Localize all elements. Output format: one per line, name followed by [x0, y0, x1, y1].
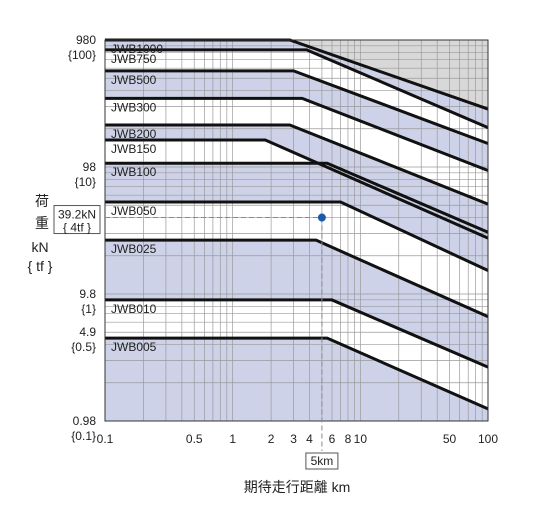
x-tick-label: 2: [268, 432, 275, 446]
x-tick-label: 0.5: [186, 432, 203, 446]
series-line-jwb150: [105, 138, 489, 240]
series-line-jwb300: [105, 96, 489, 172]
y-tick-sub-label: {100}: [68, 48, 96, 62]
y-tick-label: 4.9: [79, 325, 96, 339]
series-label-jwb200: JWB200: [111, 127, 157, 141]
series-label-jwb150: JWB150: [111, 142, 157, 156]
x-tick-labels: 0.1 0.5 1 2 3 4 6 8 10 50 100: [97, 432, 499, 446]
y-axis-label-char-2: 重: [35, 215, 49, 231]
y-axis-label-char-1: 荷: [35, 193, 49, 209]
plot-frame: [104, 39, 489, 422]
band-jwb005: [105, 338, 488, 421]
x-tick-label: 4: [306, 432, 313, 446]
band-jwb025: [105, 240, 488, 368]
x-tick-label: 8: [345, 432, 352, 446]
series-label-jwb300: JWB300: [111, 100, 157, 114]
x-tick-label: 3: [290, 432, 297, 446]
annotation-point: [317, 213, 326, 222]
y-tick-sub-label: {10}: [75, 175, 96, 189]
top-region: [105, 40, 488, 110]
y-tick-sub-label: {0.5}: [71, 340, 96, 354]
x-axis-label: 期待走行距離 km: [244, 479, 351, 495]
y-tick-label: 0.98: [73, 414, 97, 428]
y-tick-label: 98: [83, 160, 97, 174]
series-line-jwb100: [105, 161, 489, 234]
frame-rect: [104, 39, 489, 422]
x-tick-label: 100: [478, 432, 498, 446]
x-tick-label: 6: [329, 432, 336, 446]
series-label-jwb050: JWB050: [111, 204, 157, 218]
series-label-jwb010: JWB010: [111, 302, 157, 316]
y-tick-label: 9.8: [79, 287, 96, 301]
annotation-x-label: 5km: [311, 454, 334, 468]
series-label-jwb500: JWB500: [111, 73, 157, 87]
y-axis-unit-1: kN: [31, 239, 48, 255]
x-tick-label: 1: [229, 432, 236, 446]
annotation: 39.2kN{ 4tf } 5km: [53, 205, 339, 470]
band-jwb500: [105, 70, 488, 171]
annotation-x-box: [305, 452, 339, 470]
x-tick-label: 0.1: [97, 432, 114, 446]
series-lines: [105, 38, 489, 411]
y-tick-labels: 980{100} 98{10} 9.8{1} 4.9{0.5} 0.98{0.1}: [68, 33, 96, 443]
x-tick-label: 10: [354, 432, 368, 446]
annotation-y-label: 39.2kN: [58, 208, 96, 222]
series-label-jwb025: JWB025: [111, 242, 157, 256]
series-line-jwb005: [105, 336, 489, 411]
series-line-jwb500: [105, 69, 489, 145]
annotation-y-sub-label: { 4tf }: [63, 221, 91, 235]
series-line-jwb025: [105, 238, 489, 319]
band-jwb100: [105, 163, 488, 271]
y-tick-sub-label: {0.1}: [71, 429, 96, 443]
y-tick-label: 980: [76, 33, 96, 47]
x-tick-label: 50: [443, 432, 457, 446]
y-tick-sub-label: {1}: [81, 302, 96, 316]
series-label-jwb005: JWB005: [111, 340, 157, 354]
annotation-y-box: [53, 205, 101, 235]
series-line-jwb010: [105, 298, 489, 369]
series-label-jwb1000: JWB1000: [111, 42, 163, 56]
series-label-jwb100: JWB100: [111, 165, 157, 179]
series-line-jwb050: [105, 200, 489, 272]
y-axis-unit-2: { tf }: [28, 258, 53, 274]
series-line-jwb200: [105, 123, 489, 206]
series-label-jwb750: JWB750: [111, 52, 157, 66]
series-line-jwb750: [105, 48, 489, 130]
